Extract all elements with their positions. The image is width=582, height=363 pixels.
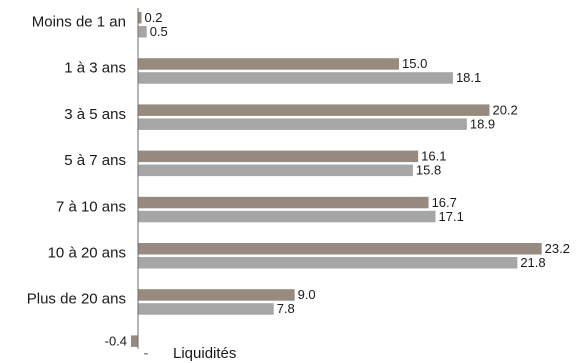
bar-series2-1 (138, 72, 453, 84)
value-label-series1-4: 16.7 (432, 195, 457, 210)
bar-series1-5 (138, 243, 542, 255)
legend-swatch-liquidites (144, 353, 148, 355)
value-label-series1-3: 16.1 (421, 149, 446, 164)
value-label-liquidites: -0.4 (105, 333, 127, 348)
value-label-series1-0: 0.2 (144, 10, 162, 25)
bars-layer (131, 12, 542, 347)
legend: Liquidités (144, 345, 236, 362)
bar-series1-2 (138, 104, 490, 116)
value-label-series1-2: 20.2 (492, 102, 517, 117)
labels-layer: 0.20.5 Moins de 1 an 15.0 18.1 1 à 3 ans 20.2… (27, 10, 570, 348)
category-label-6: Plus de 20 ans (27, 291, 126, 308)
category-label-5: 10 à 20 ans (48, 245, 126, 262)
category-label-1: 1 à 3 ans (64, 60, 126, 77)
bar-series2-6 (138, 303, 274, 315)
bar-series1-6 (138, 289, 295, 301)
category-label-0: Moins de 1 an (32, 14, 126, 31)
value-label-series1-5: 23.2 (545, 241, 570, 256)
value-label-series2-6: 7.8 (277, 301, 295, 316)
bar-series1-0 (138, 12, 142, 24)
value-label-series1-1: 15.0 (402, 56, 427, 71)
bar-series1-4 (138, 196, 429, 209)
category-label-3: 5 à 7 ans (64, 152, 126, 169)
bar-series2-4 (138, 210, 436, 223)
bar-series2-2 (138, 118, 467, 130)
category-label-4: 7 à 10 ans (56, 198, 126, 215)
bar-series1-3 (138, 150, 419, 163)
value-label-series2-3: 15.8 (416, 163, 441, 178)
bar-series2-3 (138, 164, 413, 177)
value-label-series2-0: 0.5 (150, 24, 168, 39)
bar-series1-1 (138, 58, 399, 70)
legend-label-liquidites: Liquidités (173, 345, 236, 362)
value-label-series1-6: 9.0 (298, 287, 316, 302)
bar-liquidites (131, 335, 138, 347)
value-label-series2-2: 18.9 (470, 116, 495, 131)
bar-series2-0 (138, 26, 147, 38)
value-label-series2-5: 21.8 (520, 255, 545, 270)
bar-series2-5 (138, 257, 518, 269)
value-label-series2-1: 18.1 (456, 70, 481, 85)
category-label-2: 3 à 5 ans (64, 106, 126, 123)
value-label-series2-4: 17.1 (439, 209, 464, 224)
